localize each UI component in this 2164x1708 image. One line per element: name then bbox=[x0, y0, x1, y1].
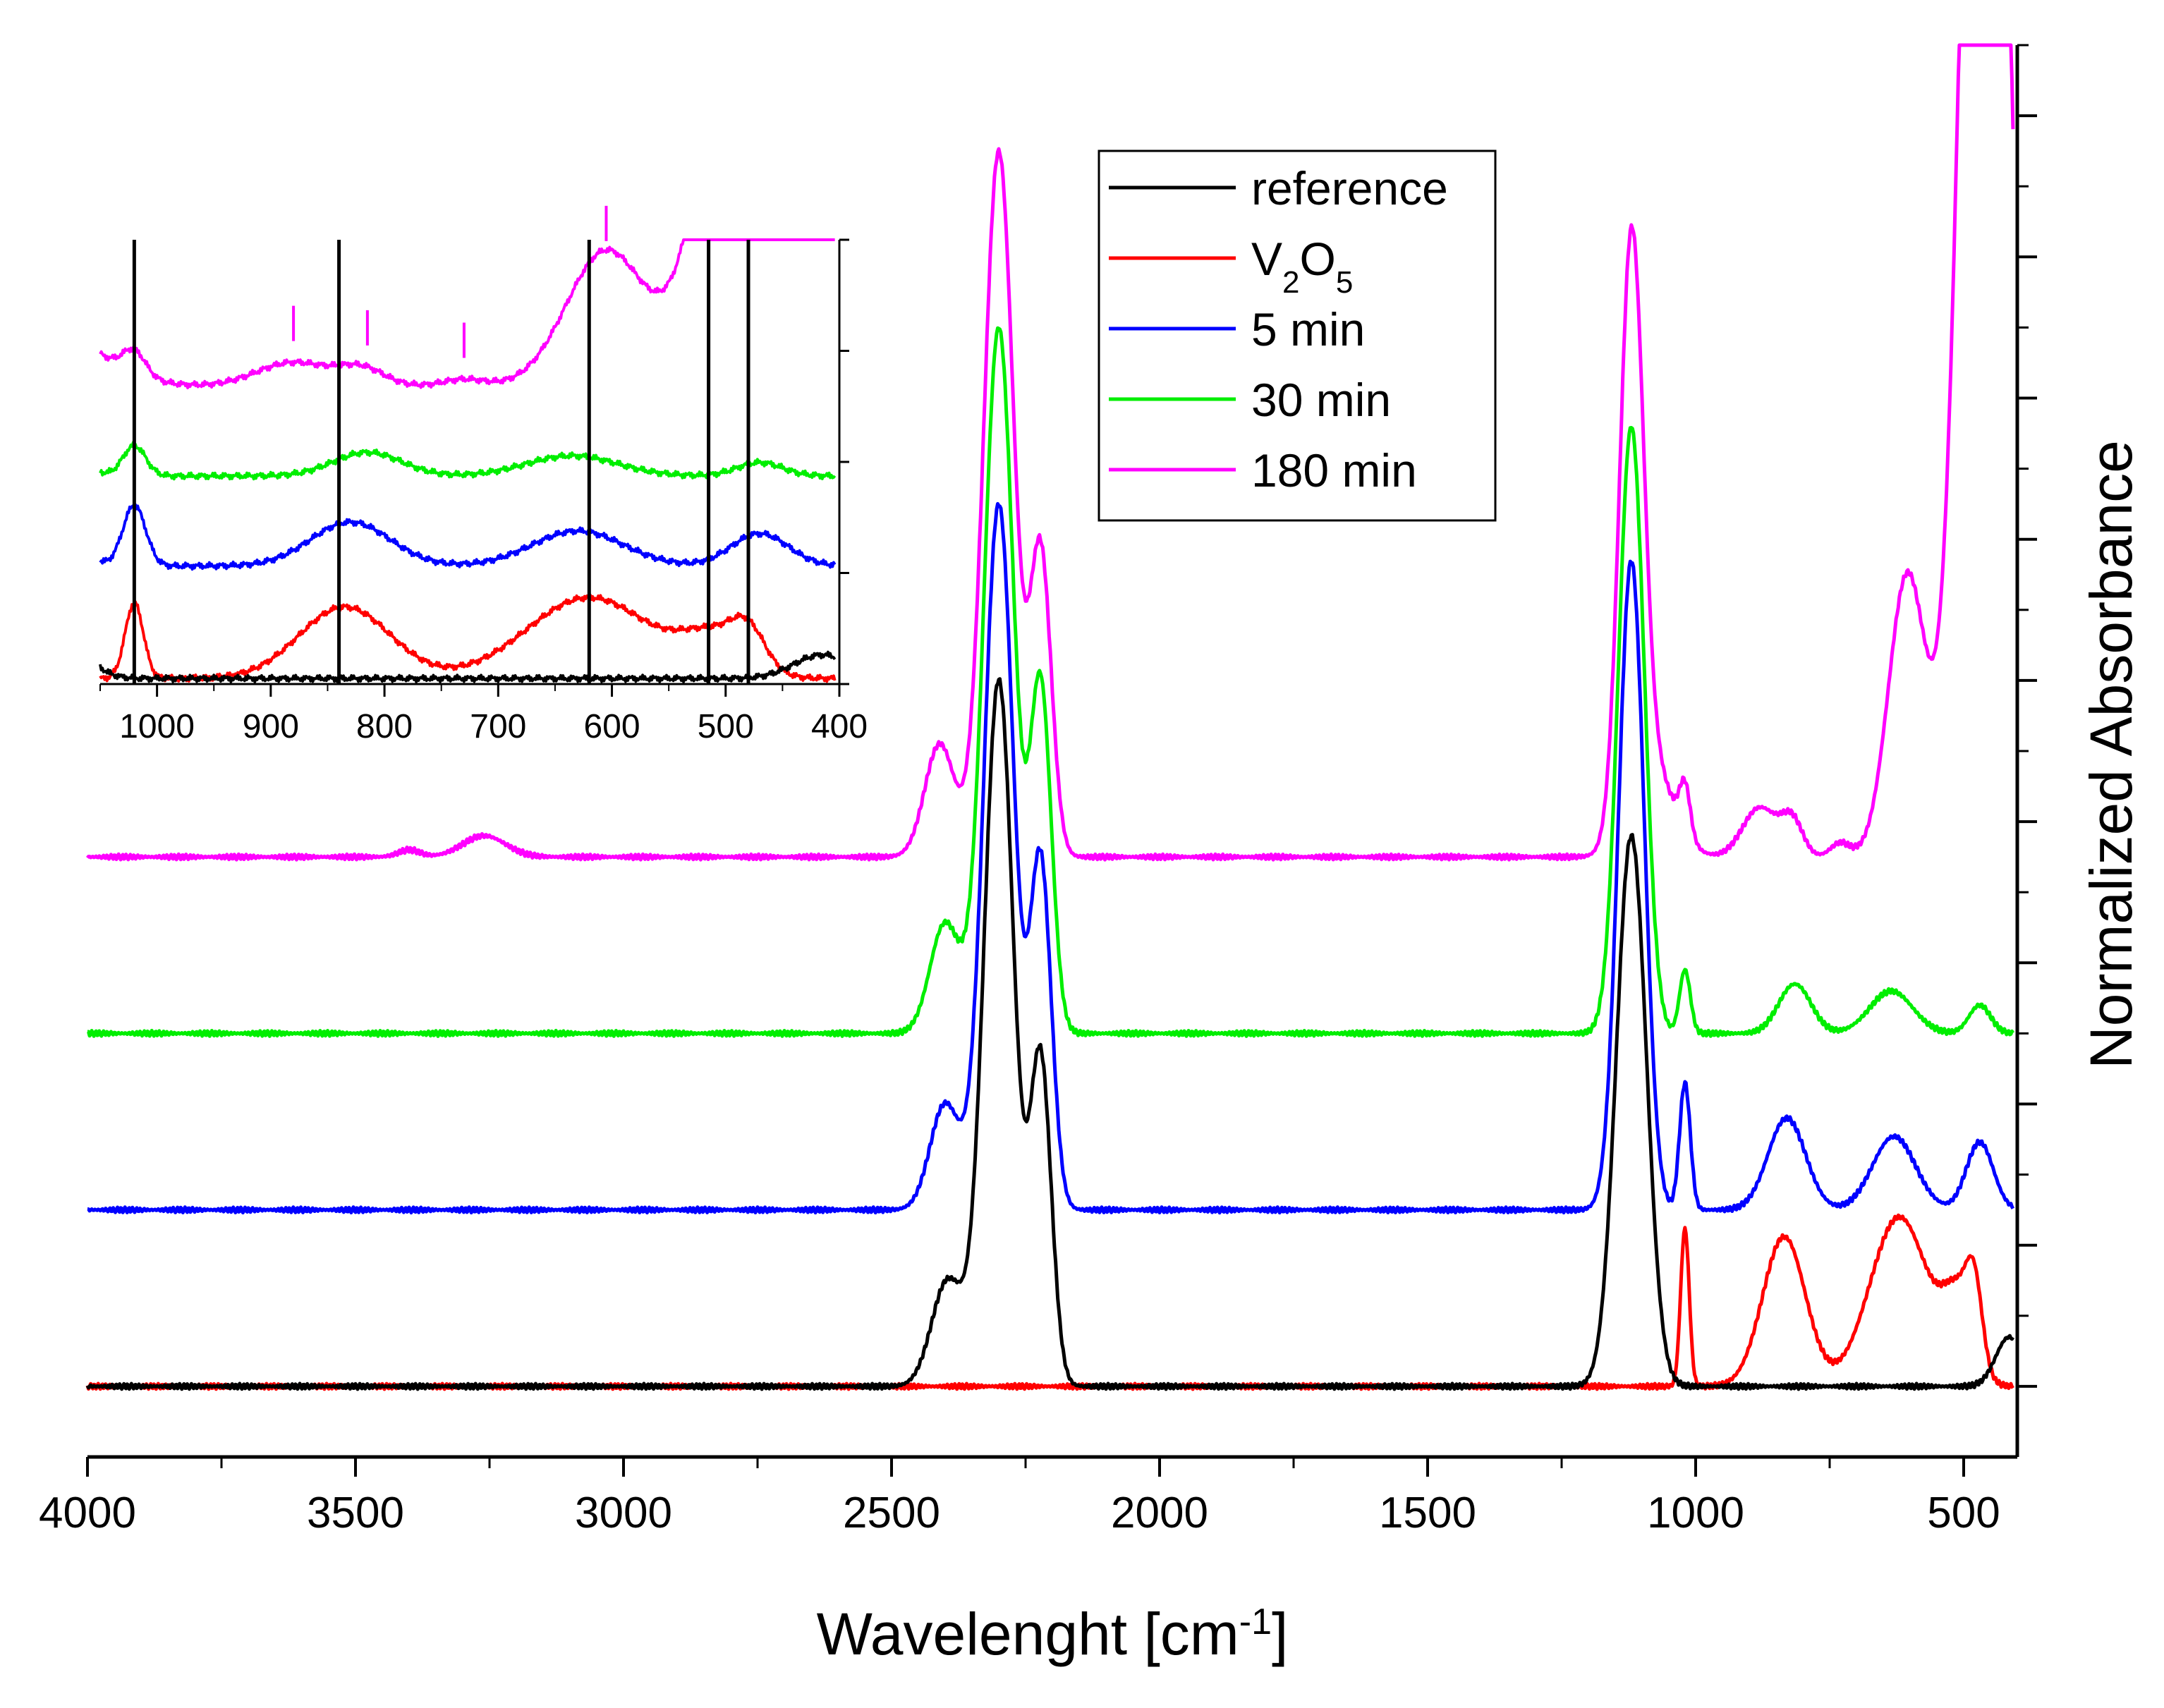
inset-series-line-reference bbox=[99, 650, 837, 683]
series-line-180-min bbox=[86, 43, 2015, 862]
inset-plot: 1000 900 800 700 600 500 400 bbox=[99, 205, 868, 745]
legend-label-v2o5: V2O5 bbox=[1251, 233, 1353, 300]
y-ticks bbox=[2017, 44, 2037, 1388]
series-line-5-min bbox=[87, 501, 2015, 1215]
x-tick-label-1500: 1500 bbox=[1379, 1489, 1476, 1537]
inset-x-tick-label-600: 600 bbox=[583, 708, 640, 745]
inset-series-line-180-min bbox=[99, 238, 835, 389]
series-group bbox=[85, 43, 2015, 1391]
inset-series-group bbox=[99, 238, 837, 683]
inset-x-tick-label-500: 500 bbox=[698, 708, 754, 745]
series-line-v2o5 bbox=[85, 1213, 2014, 1391]
inset-series-line-30-min bbox=[99, 441, 837, 481]
legend-label-reference: reference bbox=[1251, 162, 1448, 214]
inset-x-tick-label-400: 400 bbox=[811, 708, 868, 745]
inset-background bbox=[100, 240, 839, 684]
series-line-30-min bbox=[87, 326, 2015, 1038]
inset-series-line-5-min bbox=[99, 503, 837, 571]
inset-x-tick-label-900: 900 bbox=[243, 708, 299, 745]
inset-x-ticks: 1000 900 800 700 600 500 400 bbox=[99, 684, 868, 745]
legend-label-5min: 5 min bbox=[1251, 303, 1365, 355]
x-tick-label-2500: 2500 bbox=[843, 1489, 940, 1537]
x-tick-label-2000: 2000 bbox=[1111, 1489, 1208, 1537]
legend-box bbox=[1098, 150, 1497, 522]
x-tick-label-4000: 4000 bbox=[39, 1489, 136, 1537]
y-axis-title: Normalized Absorbance bbox=[2078, 440, 2144, 1069]
series-line-reference bbox=[85, 677, 2015, 1391]
legend-label-30min: 30 min bbox=[1251, 374, 1391, 426]
main-axes: 4000 3500 3000 2500 2000 1500 1000 500 bbox=[39, 43, 2037, 1537]
x-tick-label-3500: 3500 bbox=[307, 1489, 404, 1537]
x-axis-title: Wavelenght [cm-1] bbox=[817, 1601, 1289, 1667]
inset-y-ticks bbox=[839, 238, 849, 685]
inset-x-tick-label-1000: 1000 bbox=[119, 708, 195, 745]
legend: reference V2O5 5 min 30 min 180 min bbox=[1098, 150, 1497, 522]
x-ticks: 4000 3500 3000 2500 2000 1500 1000 500 bbox=[39, 1457, 2000, 1537]
x-tick-label-1000: 1000 bbox=[1647, 1489, 1744, 1537]
inset-x-tick-label-800: 800 bbox=[356, 708, 413, 745]
inset-reference-lines bbox=[132, 240, 750, 684]
legend-label-180min: 180 min bbox=[1251, 444, 1417, 496]
inset-peak-markers bbox=[292, 205, 608, 358]
inset-x-tick-label-700: 700 bbox=[470, 708, 526, 745]
x-tick-label-3000: 3000 bbox=[575, 1489, 672, 1537]
x-tick-label-500: 500 bbox=[1927, 1489, 2000, 1537]
